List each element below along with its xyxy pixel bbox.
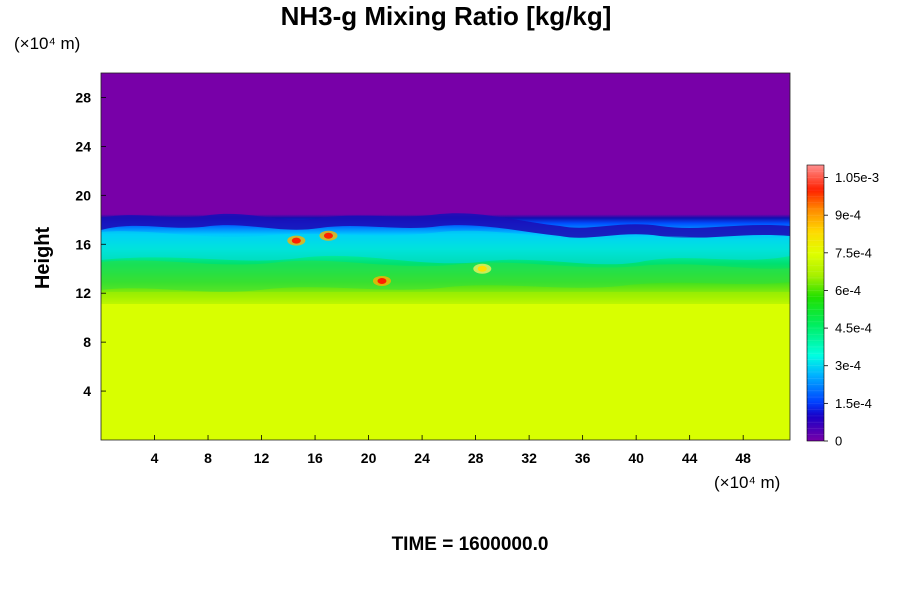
y-tick-label: 20 [75,187,91,203]
x-tick-label: 12 [254,450,270,466]
y-tick-label: 28 [75,89,91,105]
y-axis-label: Height [32,227,54,290]
x-tick-label: 36 [575,450,591,466]
cyan-band [101,230,790,265]
hotspots-group [287,230,492,286]
layer-top-boundary [101,213,790,238]
colorbar-tick-label: 3e-4 [835,358,861,373]
y-tick-label: 12 [75,285,91,301]
x-tick-label: 28 [468,450,484,466]
plot-frame [100,72,791,441]
x-tick-label: 20 [361,450,377,466]
colorbar-tick-label: 7.5e-4 [835,245,872,260]
colorbar [806,164,825,442]
hotspot-core [291,237,301,244]
x-tick-label: 8 [204,450,212,466]
y-axis-ticks: 4 8 12 16 20 24 28 [75,89,106,399]
y-tick-label: 24 [75,138,91,154]
colorbar-tick-label: 0 [835,434,842,449]
x-tick-label: 48 [735,450,751,466]
y-unit-label: (×10⁴ m) [14,34,80,53]
x-tick-label: 40 [628,450,644,466]
colorbar-tick-label: 6e-4 [835,283,861,298]
transition-band [101,292,790,304]
colorbar-tick-label: 1.5e-4 [835,396,872,411]
x-tick-label: 16 [307,450,323,466]
x-unit-label: (×10⁴ m) [714,473,780,492]
colorbar-ticks: 0 1.5e-4 3e-4 4.5e-4 6e-4 7.5e-4 9e-4 1.05e-3 [824,170,879,449]
hotspot-core [377,277,387,284]
y-tick-label: 8 [83,334,91,350]
y-tick-label: 16 [75,236,91,252]
colorbar-tick-label: 9e-4 [835,208,861,223]
colorbar-stripes [807,170,824,436]
hotspot-core [477,265,487,272]
colorbar-tick-label: 4.5e-4 [835,321,872,336]
green-band [101,260,790,292]
heatmap-field [101,73,790,440]
colorbar-tick-label: 1.05e-3 [835,170,879,185]
hotspot-core [323,232,333,239]
chart-title: NH3-g Mixing Ratio [kg/kg] [281,1,612,31]
x-tick-label: 4 [151,450,159,466]
x-tick-label: 44 [682,450,698,466]
x-tick-label: 24 [414,450,430,466]
x-axis-ticks: 4 8 12 16 20 24 28 32 36 40 44 48 [151,435,751,466]
x-tick-label: 32 [521,450,537,466]
y-tick-label: 4 [83,383,91,399]
time-label: TIME = 1600000.0 [392,534,549,555]
